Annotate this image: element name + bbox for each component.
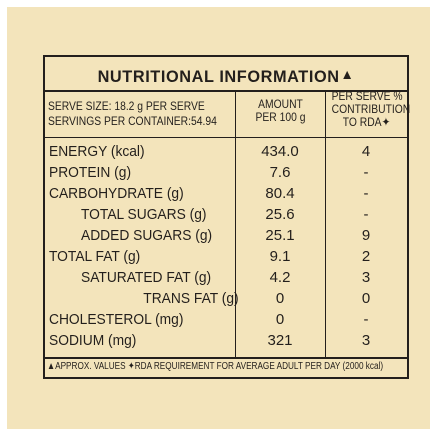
rda-value: 4 — [361, 143, 371, 160]
nutrient-name: TOTAL SUGARS (g) — [81, 206, 207, 223]
rda-value: - — [363, 311, 369, 328]
column-divider-amount — [235, 90, 236, 357]
amount-value: 0 — [275, 311, 285, 328]
table-row: TOTAL FAT (g) 9.1 2 — [45, 247, 407, 267]
amount-value: 434.0 — [261, 143, 299, 160]
header-divider — [45, 90, 407, 92]
nutrient-name: SODIUM (mg) — [49, 332, 137, 349]
table-row: TOTAL SUGARS (g) 25.6 - — [45, 205, 407, 225]
rda-value: - — [363, 164, 369, 181]
footnote: ▲APPROX. VALUES ✦RDA REQUIREMENT FOR AVE… — [47, 361, 384, 372]
amount-value: 25.1 — [265, 227, 295, 244]
approx-mark-icon: ▲ — [340, 66, 355, 82]
amount-value: 9.1 — [269, 248, 291, 265]
table-row: PROTEIN (g) 7.6 - — [45, 163, 407, 183]
rda-header: PER SERVE % CONTRIBUTION TO RDA✦ — [331, 89, 411, 129]
amount-value: 0 — [275, 290, 285, 307]
amount-value: 25.6 — [265, 206, 295, 223]
label-background: NUTRITIONAL INFORMATION▲ SERVE SIZE: 18.… — [7, 7, 430, 429]
rda-value: 0 — [361, 290, 371, 307]
rda-header-line3: TO RDA✦ — [342, 115, 391, 129]
nutrition-table: NUTRITIONAL INFORMATION▲ SERVE SIZE: 18.… — [43, 55, 411, 379]
rda-value: 3 — [361, 269, 371, 286]
nutrient-name: TOTAL FAT (g) — [49, 248, 141, 265]
amount-value: 7.6 — [269, 164, 291, 181]
rda-value: 2 — [361, 248, 371, 265]
rda-value: - — [363, 185, 369, 202]
rda-header-line1: PER SERVE % — [331, 89, 403, 103]
nutrient-name: ADDED SUGARS (g) — [81, 227, 213, 244]
nutrient-name: PROTEIN (g) — [49, 164, 132, 181]
body-divider — [45, 137, 407, 138]
servings-per-container: SERVINGS PER CONTAINER:54.94 — [48, 114, 217, 128]
amount-header-line2: PER 100 g — [255, 110, 306, 124]
footer-divider — [45, 357, 407, 359]
rda-value: - — [363, 206, 369, 223]
nutrient-name: SATURATED FAT (g) — [81, 269, 212, 286]
amount-header: AMOUNT PER 100 g — [242, 98, 319, 124]
amount-value: 80.4 — [265, 185, 295, 202]
amount-value: 4.2 — [269, 269, 291, 286]
table-row: SODIUM (mg) 321 3 — [45, 331, 407, 351]
rda-value: 3 — [361, 332, 371, 349]
table-row: CARBOHYDRATE (g) 80.4 - — [45, 184, 407, 204]
nutrient-name: ENERGY (kcal) — [49, 143, 145, 160]
table-row: CHOLESTEROL (mg) 0 - — [45, 310, 407, 330]
rda-value: 9 — [361, 227, 371, 244]
nutrient-name: CARBOHYDRATE (g) — [49, 185, 184, 202]
table-row: TRANS FAT (g) 0 0 — [45, 289, 407, 309]
table-title-text: NUTRITIONAL INFORMATION — [97, 67, 340, 86]
amount-header-line1: AMOUNT — [258, 97, 303, 111]
amount-value: 321 — [267, 332, 293, 349]
rda-header-line2: CONTRIBUTION — [331, 102, 411, 116]
table-row: ADDED SUGARS (g) 25.1 9 — [45, 226, 407, 246]
column-divider-rda — [325, 90, 326, 357]
serve-size: SERVE SIZE: 18.2 g PER SERVE — [48, 99, 205, 113]
nutrient-name: CHOLESTEROL (mg) — [49, 311, 184, 328]
table-title: NUTRITIONAL INFORMATION▲ — [52, 66, 400, 87]
table-row: ENERGY (kcal) 434.0 4 — [45, 142, 407, 162]
nutrient-name: TRANS FAT (g) — [143, 290, 239, 307]
table-row: SATURATED FAT (g) 4.2 3 — [45, 268, 407, 288]
